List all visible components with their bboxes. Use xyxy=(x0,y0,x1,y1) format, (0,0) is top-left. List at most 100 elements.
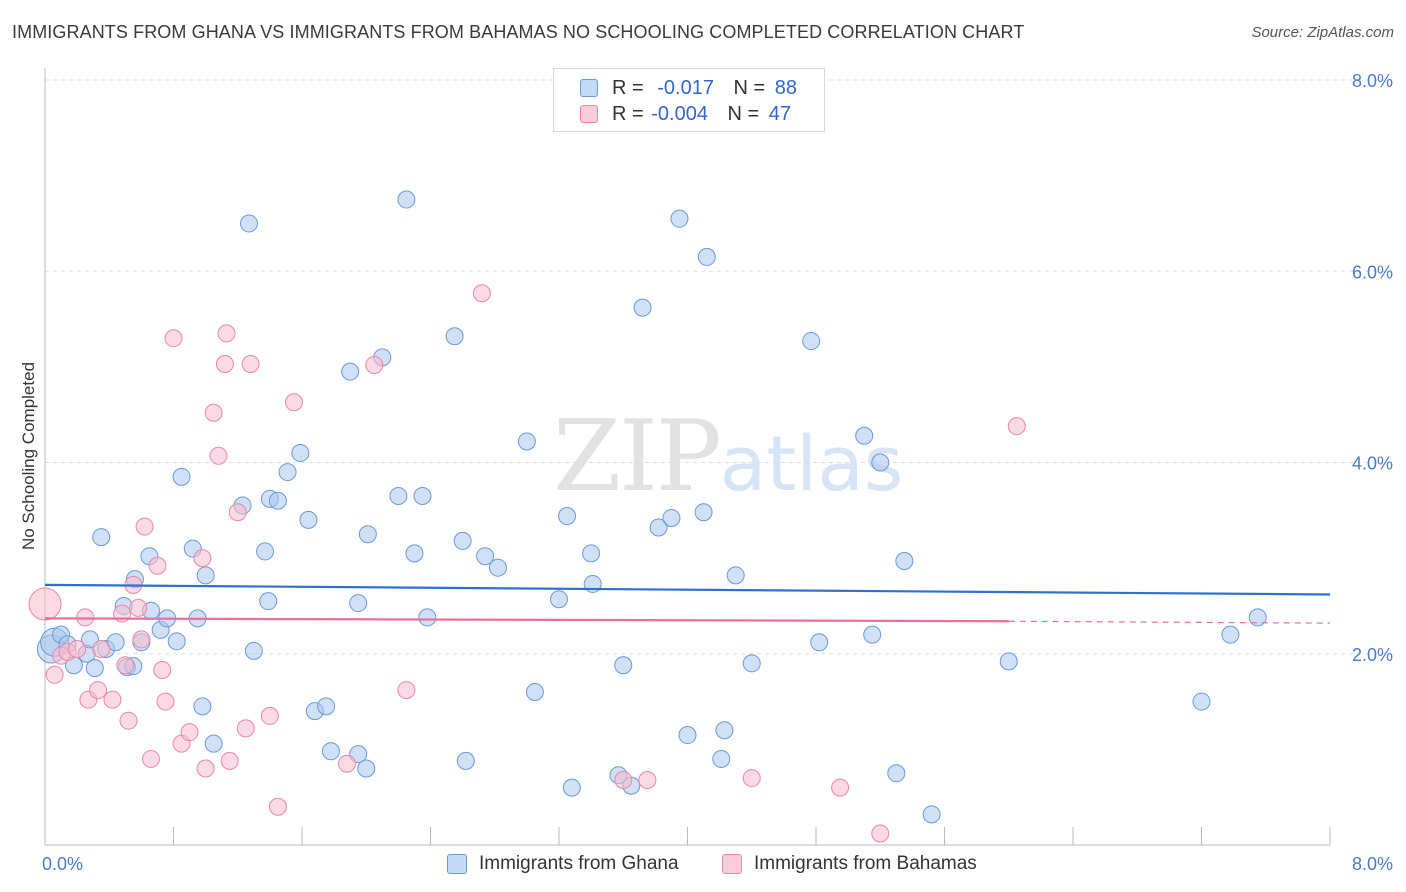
legend-r-label: R = xyxy=(612,103,644,125)
bahamas-point xyxy=(89,681,108,700)
bahamas-point xyxy=(614,770,633,789)
bahamas-swatch xyxy=(722,854,742,874)
bottom-legend-ghana-label: Immigrants from Ghana xyxy=(479,853,679,874)
ghana-point xyxy=(172,467,191,486)
ghana-point xyxy=(268,491,287,510)
ghana-points xyxy=(36,190,1267,824)
bahamas-point xyxy=(180,723,199,742)
bahamas-point xyxy=(148,556,167,575)
ghana-point xyxy=(317,697,336,716)
bahamas-points xyxy=(28,284,1026,843)
ghana-point xyxy=(1221,625,1240,644)
legend-n-label: N = xyxy=(727,103,760,125)
trend-lines xyxy=(44,583,1331,624)
ghana-point xyxy=(244,641,263,660)
ghana-point xyxy=(259,592,278,611)
ghana-point xyxy=(922,805,941,824)
bahamas-point xyxy=(337,754,356,773)
bahamas-point xyxy=(103,690,122,709)
bahamas-point xyxy=(260,706,279,725)
correlation-legend: R = -0.017 N = 88 R = -0.004 N = 47 xyxy=(553,68,825,132)
bahamas-point xyxy=(116,656,135,675)
ghana-point xyxy=(92,528,111,547)
ghana-point xyxy=(397,190,416,209)
ghana-point xyxy=(550,590,568,609)
ghana-point xyxy=(476,547,495,566)
ghana-point xyxy=(349,594,368,613)
ghana-point xyxy=(726,566,745,585)
ghana-point xyxy=(239,214,258,233)
chart-title: IMMIGRANTS FROM GHANA VS IMMIGRANTS FROM… xyxy=(12,22,1025,42)
y-tick-label: 6.0% xyxy=(1352,262,1393,282)
bahamas-point xyxy=(284,393,303,412)
ghana-point xyxy=(456,751,475,770)
bahamas-point xyxy=(209,446,228,465)
ghana-point xyxy=(453,531,472,550)
bahamas-point xyxy=(638,770,657,789)
bahamas-point xyxy=(472,284,491,303)
ghana-point xyxy=(633,298,652,317)
ghana-point xyxy=(517,432,536,451)
ghana-point xyxy=(256,542,275,561)
bahamas-point xyxy=(228,503,247,522)
ghana-point xyxy=(85,659,104,678)
bahamas-point xyxy=(241,355,260,374)
tick-labels: 2.0% 4.0% 6.0% 8.0% 0.0% 8.0% xyxy=(42,71,1393,874)
bottom-legend-bahamas-label: Immigrants from Bahamas xyxy=(754,853,977,874)
ghana-point xyxy=(1192,692,1211,711)
ghana-point xyxy=(413,486,432,505)
ghana-point xyxy=(614,656,633,675)
ghana-point xyxy=(694,503,713,522)
legend-r-label: R = xyxy=(612,77,644,99)
ghana-point xyxy=(291,443,310,462)
bahamas-point xyxy=(132,630,151,649)
ghana-point xyxy=(715,721,734,740)
bahamas-point xyxy=(268,797,287,816)
ghana-point xyxy=(558,507,577,526)
ghana-point xyxy=(341,362,360,381)
ghana-point xyxy=(562,778,581,797)
bahamas-point xyxy=(156,692,175,711)
ghana-point xyxy=(357,759,376,778)
ghana-point xyxy=(712,749,731,768)
ghana-point xyxy=(742,654,761,673)
bahamas-point xyxy=(215,355,234,374)
bahamas-point xyxy=(45,665,64,684)
ghana-point xyxy=(193,697,212,716)
ghana-point xyxy=(895,551,914,570)
ghana-point xyxy=(810,633,829,652)
x-tick-label: 8.0% xyxy=(1352,854,1393,874)
bahamas-point xyxy=(68,639,87,658)
bahamas-point xyxy=(196,759,215,778)
legend-n-label: N = xyxy=(733,77,766,99)
legend-n-value: 88 xyxy=(774,77,798,99)
legend-r-value: -0.017 xyxy=(657,77,714,99)
bahamas-trend-line-extension xyxy=(1008,620,1331,624)
ghana-point xyxy=(167,632,186,651)
y-axis-label: No Schooling Completed xyxy=(19,362,38,550)
bahamas-point xyxy=(142,749,161,768)
ghana-point xyxy=(855,426,874,445)
ghana-point xyxy=(278,463,297,482)
ghana-point xyxy=(802,332,821,351)
y-tick-label: 8.0% xyxy=(1352,71,1393,91)
ghana-point xyxy=(525,683,544,701)
bahamas-point xyxy=(236,719,255,738)
chart-source: Source: ZipAtlas.com xyxy=(1251,24,1394,41)
ghana-point xyxy=(887,764,906,783)
bahamas-point xyxy=(831,778,850,797)
bahamas-point xyxy=(217,324,236,343)
ghana-point xyxy=(678,726,697,745)
bahamas-swatch xyxy=(580,105,598,123)
bahamas-point xyxy=(742,769,761,788)
y-tick-label: 2.0% xyxy=(1352,645,1393,665)
bahamas-point xyxy=(119,711,138,730)
bahamas-trend-line xyxy=(44,617,1009,623)
ghana-point xyxy=(389,486,408,505)
ghana-point xyxy=(405,544,424,563)
y-tick-label: 4.0% xyxy=(1352,454,1393,474)
ghana-point xyxy=(196,566,215,585)
bahamas-point xyxy=(153,661,172,680)
bahamas-point xyxy=(1007,417,1026,436)
bahamas-point xyxy=(193,549,212,568)
